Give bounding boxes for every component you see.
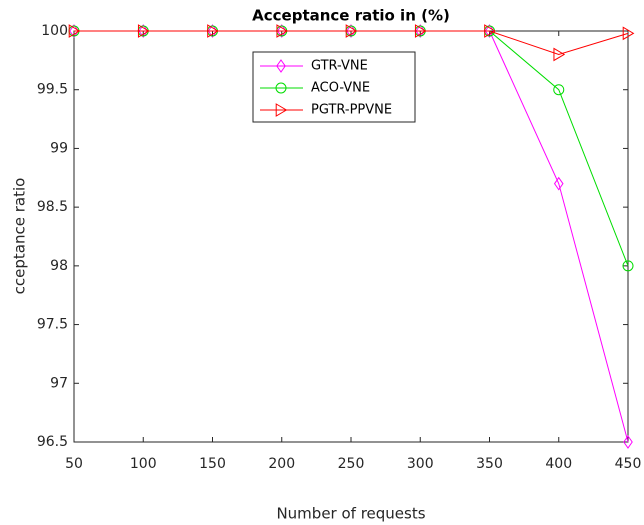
y-axis-label: cceptance ratio (11, 178, 29, 295)
x-tick-label: 450 (615, 456, 642, 472)
y-tick-label: 97 (50, 375, 68, 391)
series-line (74, 30, 629, 56)
legend-label: PGTR-PPVNE (311, 103, 392, 118)
x-tick-label: 250 (338, 456, 365, 472)
marker (414, 24, 427, 38)
marker (275, 103, 288, 117)
marker (345, 24, 358, 38)
legend-label: ACO-VNE (311, 81, 370, 96)
y-tick-label: 100 (41, 23, 68, 39)
y-tick-label: 99.5 (37, 82, 68, 98)
marker (276, 59, 286, 73)
y-tick-label: 99 (50, 140, 68, 156)
x-axis-label: Number of requests (276, 505, 425, 523)
marker (68, 24, 81, 38)
legend-label: GTR-VNE (311, 59, 368, 74)
marker (275, 82, 287, 94)
marker (276, 24, 289, 38)
marker (484, 24, 496, 38)
marker (622, 260, 634, 272)
x-tick-label: 350 (476, 456, 503, 472)
x-tick-label: 100 (130, 456, 157, 472)
x-tick-label: 50 (65, 456, 83, 472)
y-tick-label: 98 (50, 258, 68, 274)
x-tick-label: 300 (407, 456, 434, 472)
x-tick-label: 150 (199, 456, 226, 472)
marker (553, 84, 565, 96)
marker (623, 435, 633, 449)
y-tick-label: 97.5 (37, 317, 68, 333)
x-tick-label: 200 (268, 456, 295, 472)
marker (207, 24, 219, 38)
x-tick-label: 400 (545, 456, 572, 472)
y-tick-label: 98.5 (37, 199, 68, 215)
marker (622, 26, 635, 41)
marker (553, 47, 566, 62)
chart-title: Acceptance ratio in (%) (252, 7, 450, 25)
y-tick-label: 96.5 (37, 434, 68, 450)
marker (553, 176, 564, 191)
marker (137, 24, 150, 38)
